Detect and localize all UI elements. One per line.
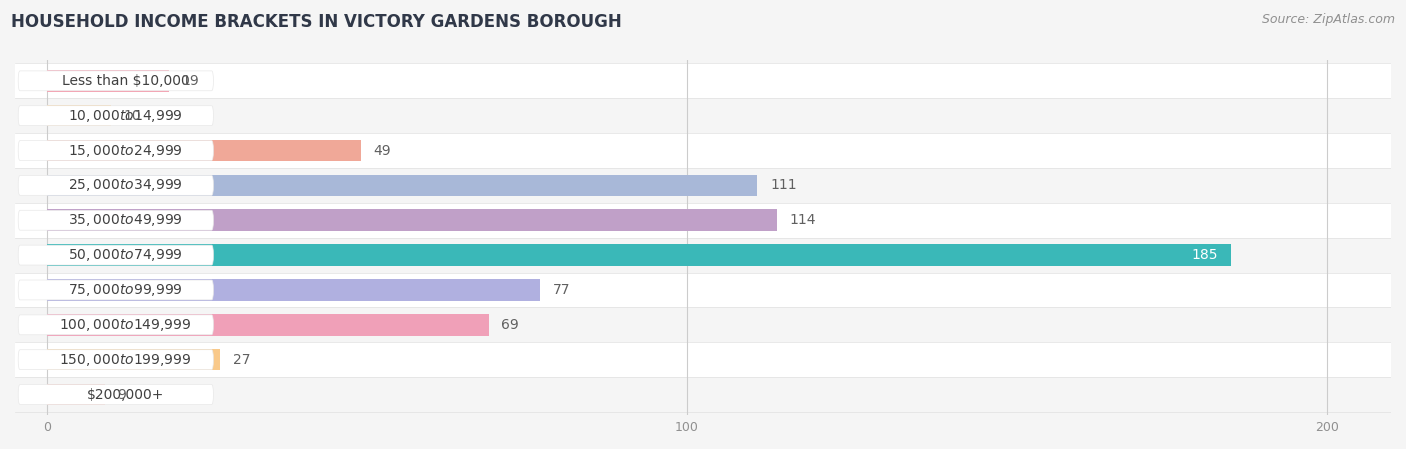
- FancyBboxPatch shape: [18, 106, 214, 126]
- Text: 49: 49: [374, 144, 391, 158]
- FancyBboxPatch shape: [18, 176, 214, 195]
- Text: $200,000+: $200,000+: [87, 387, 165, 401]
- Text: $15,000 to $24,999: $15,000 to $24,999: [67, 142, 183, 158]
- Text: 69: 69: [502, 318, 519, 332]
- Bar: [46, 314, 489, 335]
- Bar: [15, 238, 1391, 273]
- Bar: [15, 133, 1391, 168]
- FancyBboxPatch shape: [18, 71, 214, 91]
- FancyBboxPatch shape: [18, 315, 214, 335]
- Bar: [46, 105, 111, 127]
- Bar: [46, 140, 360, 161]
- Text: 19: 19: [181, 74, 200, 88]
- Bar: [46, 349, 219, 370]
- Bar: [15, 168, 1391, 203]
- Bar: [46, 209, 776, 231]
- Bar: [46, 244, 1232, 266]
- Bar: [15, 377, 1391, 412]
- Bar: [15, 273, 1391, 308]
- Text: Less than $10,000: Less than $10,000: [62, 74, 190, 88]
- Text: Source: ZipAtlas.com: Source: ZipAtlas.com: [1261, 13, 1395, 26]
- Bar: [46, 70, 169, 92]
- Text: 10: 10: [124, 109, 142, 123]
- Text: $35,000 to $49,999: $35,000 to $49,999: [67, 212, 183, 228]
- Text: $100,000 to $149,999: $100,000 to $149,999: [59, 317, 191, 333]
- Text: $10,000 to $14,999: $10,000 to $14,999: [67, 108, 183, 123]
- Text: $25,000 to $34,999: $25,000 to $34,999: [67, 177, 183, 194]
- Text: $150,000 to $199,999: $150,000 to $199,999: [59, 352, 191, 368]
- Text: 27: 27: [232, 352, 250, 367]
- FancyBboxPatch shape: [18, 280, 214, 300]
- FancyBboxPatch shape: [18, 245, 214, 265]
- FancyBboxPatch shape: [18, 210, 214, 230]
- Bar: [46, 384, 104, 405]
- FancyBboxPatch shape: [18, 350, 214, 370]
- Bar: [15, 342, 1391, 377]
- Bar: [46, 175, 758, 196]
- Text: $75,000 to $99,999: $75,000 to $99,999: [67, 282, 183, 298]
- Bar: [46, 279, 540, 301]
- Text: 111: 111: [770, 178, 797, 192]
- Text: 185: 185: [1192, 248, 1218, 262]
- Text: 9: 9: [117, 387, 127, 401]
- Text: 114: 114: [789, 213, 815, 227]
- Text: 77: 77: [553, 283, 569, 297]
- Bar: [15, 63, 1391, 98]
- Bar: [15, 98, 1391, 133]
- Text: HOUSEHOLD INCOME BRACKETS IN VICTORY GARDENS BOROUGH: HOUSEHOLD INCOME BRACKETS IN VICTORY GAR…: [11, 13, 621, 31]
- FancyBboxPatch shape: [18, 385, 214, 405]
- Text: $50,000 to $74,999: $50,000 to $74,999: [67, 247, 183, 263]
- FancyBboxPatch shape: [18, 141, 214, 160]
- Bar: [15, 308, 1391, 342]
- Bar: [15, 203, 1391, 238]
